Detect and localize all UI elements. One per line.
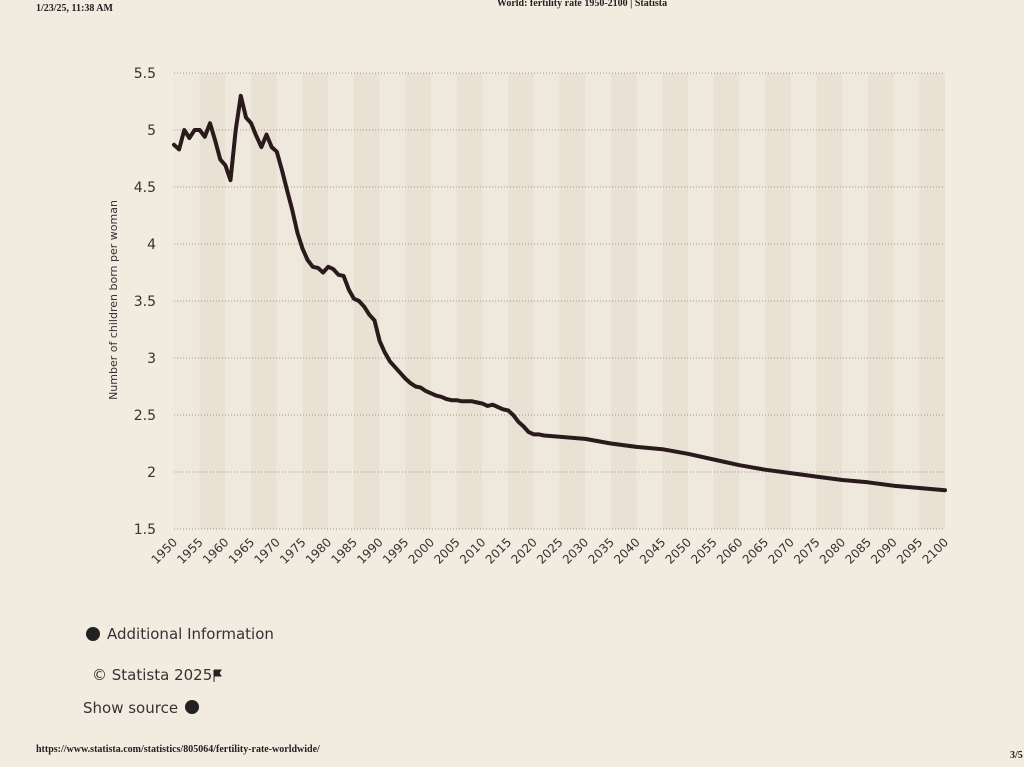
y-tick-label: 2 — [147, 465, 156, 481]
y-tick-label: 2.5 — [134, 408, 156, 424]
info-icon — [185, 700, 199, 714]
page-number: 3/5 — [1010, 750, 1023, 761]
stripe — [867, 73, 894, 529]
y-tick-label: 5.5 — [134, 66, 156, 82]
y-tick-label: 3.5 — [134, 294, 156, 310]
stripe — [585, 73, 611, 529]
timestamp: 1/23/25, 11:38 AM — [36, 3, 114, 14]
y-axis-label: Number of children born per woman — [107, 200, 120, 400]
plot-background — [174, 73, 945, 529]
info-icon — [86, 627, 100, 641]
show-source[interactable]: Show source — [83, 699, 178, 717]
y-tick-label: 1.5 — [134, 522, 156, 538]
stripe — [559, 73, 586, 529]
stripe — [610, 73, 637, 529]
data-line — [172, 93, 947, 493]
stripe — [225, 73, 252, 529]
y-tick-label: 4 — [147, 237, 156, 253]
stripe — [739, 73, 766, 529]
y-tick-label: 5 — [147, 123, 156, 139]
stripe — [328, 73, 354, 529]
stripe — [405, 73, 431, 529]
stripe — [379, 73, 406, 529]
footer-url: https://www.statista.com/statistics/8050… — [36, 744, 320, 755]
y-tick-label: 3 — [147, 351, 156, 367]
stripe — [456, 73, 483, 529]
stripe — [919, 73, 945, 529]
copyright: © Statista 2025 — [92, 666, 212, 684]
stripe — [816, 73, 843, 529]
stripe — [199, 73, 226, 529]
stripe — [636, 73, 663, 529]
stripe — [431, 73, 457, 529]
stripe — [276, 73, 303, 529]
stripe — [790, 73, 817, 529]
additional-info[interactable]: Additional Information — [107, 625, 274, 643]
page-title: World: fertility rate 1950-2100 | Statis… — [497, 0, 667, 9]
y-tick-label: 4.5 — [134, 180, 156, 196]
flag-icon — [213, 669, 222, 682]
stripe — [508, 73, 534, 529]
